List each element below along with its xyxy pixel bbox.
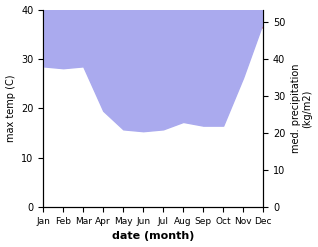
- X-axis label: date (month): date (month): [112, 231, 194, 242]
- Y-axis label: max temp (C): max temp (C): [5, 75, 16, 142]
- Y-axis label: med. precipitation
(kg/m2): med. precipitation (kg/m2): [291, 64, 313, 153]
